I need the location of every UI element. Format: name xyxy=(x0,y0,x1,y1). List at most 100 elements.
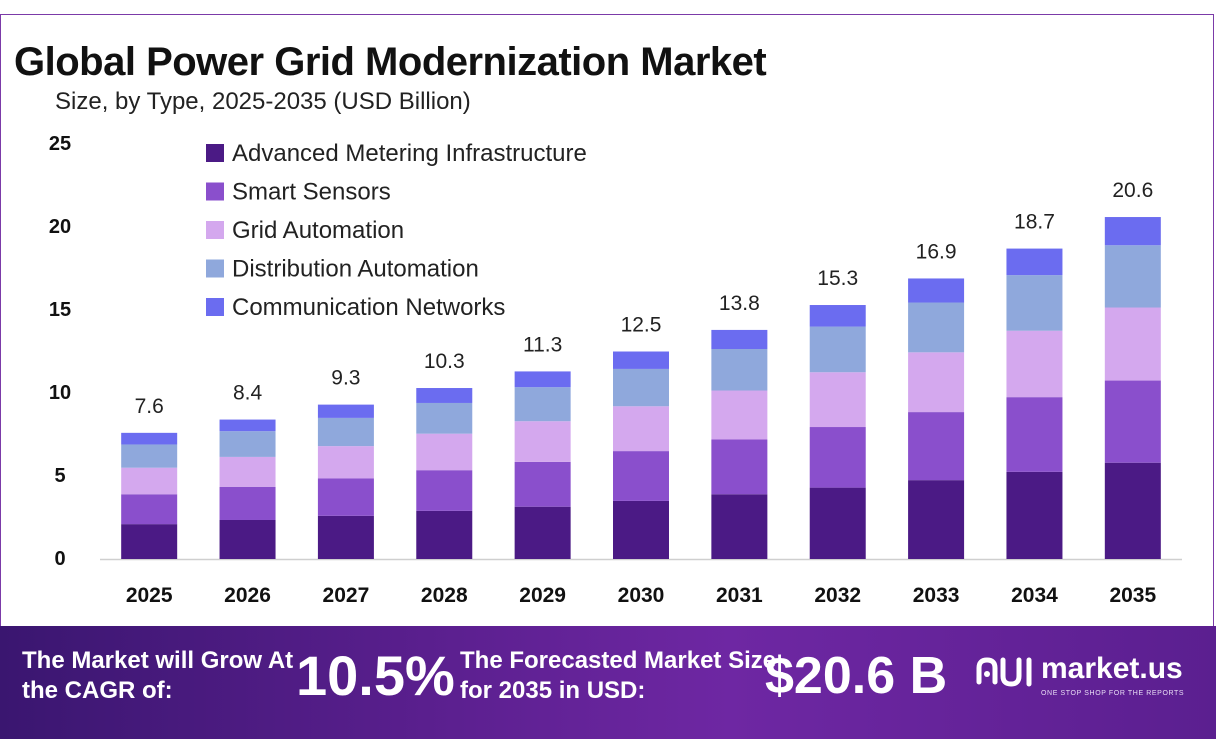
bar-segment xyxy=(121,524,178,559)
x-tick-label: 2032 xyxy=(814,584,861,607)
bar-segment xyxy=(121,432,178,445)
data-label: 7.6 xyxy=(135,395,164,418)
legend-swatch xyxy=(206,182,224,201)
cagr-label: The Market will Grow At the CAGR of: xyxy=(22,647,294,704)
legend-swatch xyxy=(206,298,224,316)
brand-tagline: ONE STOP SHOP FOR THE REPORTS xyxy=(1041,690,1185,697)
cagr-value: 10.5% xyxy=(296,644,455,707)
x-tick-label: 2033 xyxy=(913,584,960,607)
bar-segment xyxy=(514,506,571,559)
bar-segment xyxy=(613,351,669,369)
data-label: 11.3 xyxy=(523,333,562,356)
chart-title: Global Power Grid Modernization Market xyxy=(14,40,767,84)
bar-segment xyxy=(514,461,571,507)
x-tick-label: 2028 xyxy=(421,584,468,607)
market-us-logo-icon xyxy=(976,657,1032,687)
bar-segment xyxy=(219,519,276,559)
x-tick-label: 2029 xyxy=(519,584,566,607)
bar-segment xyxy=(317,515,374,559)
bar-segment xyxy=(711,390,768,440)
bar-segment xyxy=(317,446,374,479)
bar-segment xyxy=(613,368,669,407)
bar-segment xyxy=(711,494,768,559)
data-label: 15.3 xyxy=(817,267,858,290)
bar-segment xyxy=(613,406,669,452)
data-label: 12.5 xyxy=(621,314,662,337)
bar-segment xyxy=(416,433,473,471)
bar-segment xyxy=(908,412,965,481)
bar-segment xyxy=(1006,330,1063,398)
bar-segment xyxy=(219,419,276,432)
bar-segment xyxy=(317,478,374,516)
chart-subtitle: Size, by Type, 2025-2035 (USD Billion) xyxy=(55,88,471,115)
bar-segment xyxy=(1006,471,1063,559)
bar-segment xyxy=(1104,217,1161,246)
x-tick-label: 2034 xyxy=(1011,584,1058,607)
bar-segment xyxy=(711,439,768,495)
data-label: 13.8 xyxy=(719,292,760,315)
x-tick-label: 2025 xyxy=(126,584,173,607)
bar-segment xyxy=(809,326,866,373)
legend-label: Communication Networks xyxy=(232,294,505,321)
bar-segment xyxy=(1006,397,1063,472)
footer-banner: The Market will Grow At the CAGR of: 10.… xyxy=(0,626,1216,739)
bar-segment xyxy=(416,470,473,511)
legend-swatch xyxy=(206,259,224,278)
bar-segment xyxy=(514,387,571,422)
bar-segment xyxy=(121,467,178,495)
bar-segment xyxy=(514,371,571,388)
bar-segment xyxy=(908,352,965,413)
x-tick-label: 2026 xyxy=(224,584,271,607)
y-tick-label: 0 xyxy=(54,548,65,570)
data-label: 9.3 xyxy=(331,367,360,390)
bar-segment xyxy=(1104,307,1161,381)
legend-swatch xyxy=(206,144,224,162)
bar-segment xyxy=(219,456,276,487)
bar-segment xyxy=(1104,245,1161,308)
y-tick-label: 25 xyxy=(49,133,71,155)
bar-segment xyxy=(613,500,669,559)
bar-segment xyxy=(711,329,768,350)
stacked-bar-chart: 05101520257.620258.420269.3202710.320281… xyxy=(49,133,1182,607)
data-label: 18.7 xyxy=(1014,211,1055,234)
bar-segment xyxy=(1006,275,1063,331)
bar-segment xyxy=(317,417,374,447)
x-tick-label: 2030 xyxy=(618,584,665,607)
x-tick-label: 2027 xyxy=(323,584,370,607)
bar-segment xyxy=(809,427,866,488)
bar-segment xyxy=(121,444,178,468)
data-label: 16.9 xyxy=(916,240,957,263)
bar-segment xyxy=(416,402,473,434)
bar-segment xyxy=(1104,380,1161,463)
y-tick-label: 10 xyxy=(49,382,71,404)
bar-segment xyxy=(711,349,768,391)
bar-segment xyxy=(416,510,473,559)
legend-label: Distribution Automation xyxy=(232,256,479,283)
bar-segment xyxy=(416,388,473,403)
y-tick-label: 15 xyxy=(49,299,71,321)
bar-segment xyxy=(219,431,276,457)
x-tick-label: 2031 xyxy=(716,584,763,607)
legend-label: Smart Sensors xyxy=(232,179,391,206)
data-label: 20.6 xyxy=(1112,179,1153,202)
legend-swatch xyxy=(206,221,224,239)
y-tick-label: 20 xyxy=(49,216,71,238)
bar-segment xyxy=(908,480,965,559)
bar-segment xyxy=(1006,248,1063,276)
legend-label: Advanced Metering Infrastructure xyxy=(232,140,587,167)
bar-segment xyxy=(809,487,866,559)
legend-label: Grid Automation xyxy=(232,217,404,244)
bar-segment xyxy=(121,494,178,525)
data-label: 8.4 xyxy=(233,382,263,405)
bar-segment xyxy=(809,372,866,428)
forecast-label: The Forecasted Market Size for 2035 in U… xyxy=(460,647,777,704)
x-tick-label: 2035 xyxy=(1109,584,1156,607)
brand-name: market.us xyxy=(1041,652,1183,685)
bar-segment xyxy=(514,421,571,462)
bar-segment xyxy=(908,302,965,353)
y-tick-label: 5 xyxy=(54,465,65,487)
bar-segment xyxy=(317,404,374,418)
bar-segment xyxy=(219,486,276,520)
bar-segment xyxy=(613,451,669,501)
forecast-value: $20.6 B xyxy=(765,647,948,705)
